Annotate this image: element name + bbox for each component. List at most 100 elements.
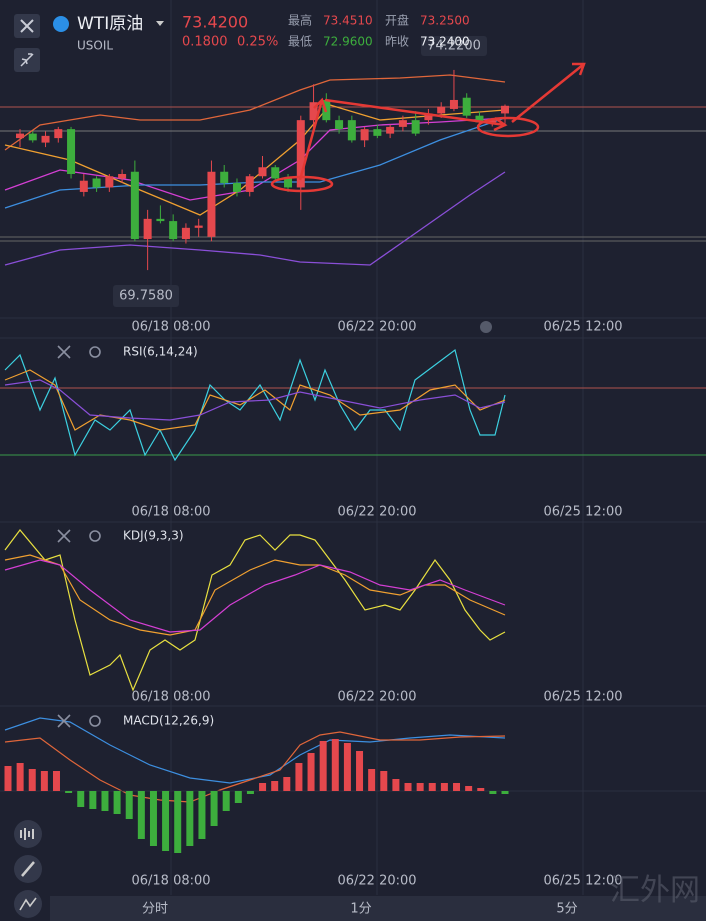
macd-bar (234, 791, 242, 803)
time-label: 06/22 20:00 (337, 690, 416, 705)
time-label: 06/18 08:00 (131, 690, 210, 705)
price: 73.4200 (182, 13, 248, 32)
close-icon (20, 19, 34, 33)
candle-body (130, 171, 139, 240)
change-pct: 0.25% (237, 35, 278, 50)
indicator-title: RSI(6,14,24) (123, 345, 198, 359)
stat-label: 最低 (288, 35, 312, 49)
stat-value: 73.2400 (420, 35, 470, 49)
toolbar (50, 896, 706, 921)
candle-body (335, 120, 344, 130)
macd-bar (149, 791, 157, 846)
macd-bar (343, 743, 351, 791)
candle-body (437, 106, 446, 114)
time-label: 06/25 12:00 (543, 320, 622, 335)
time-label: 06/25 12:00 (543, 505, 622, 520)
rsi-lines (4, 348, 506, 462)
high-marker: 74.2200 (427, 39, 481, 54)
macd-bar (453, 783, 461, 791)
macd-bar (416, 783, 424, 791)
panel-icons (57, 345, 101, 728)
stat-value: 72.9600 (323, 35, 373, 49)
candle-body (169, 221, 178, 240)
code: USOIL (77, 39, 113, 53)
macd-bar (404, 783, 412, 791)
macd-bar (501, 791, 509, 794)
candle-body (296, 120, 305, 188)
time-labels: 06/18 08:00 06/22 20:00 06/25 12:00 06/18 0… (131, 320, 622, 889)
candle-body (194, 225, 203, 228)
macd-bar (52, 771, 60, 791)
candle-body (411, 120, 420, 134)
tab[interactable]: 分时 (142, 902, 168, 917)
candle-body (449, 99, 458, 109)
macd-bar (222, 791, 230, 811)
macd-bar (89, 791, 97, 809)
macd-bar (489, 791, 497, 794)
macd-bar (210, 791, 218, 826)
candle-body (232, 182, 241, 192)
macd-bar (331, 739, 339, 791)
candle-body (118, 173, 127, 179)
shrink-icon (20, 53, 34, 67)
candles (16, 69, 509, 271)
time-label: 06/22 20:00 (337, 320, 416, 335)
macd-bar (307, 753, 315, 791)
candle-body (309, 102, 318, 121)
candle-body (54, 129, 63, 139)
candle-body (271, 167, 280, 179)
tab[interactable]: 1分 (350, 902, 371, 917)
macd-bar (356, 751, 364, 791)
low-marker: 69.7580 (119, 289, 173, 304)
high-marker-box (421, 36, 487, 56)
candle-body (424, 113, 433, 121)
candle-body (462, 97, 471, 116)
macd-bar (477, 788, 485, 791)
dropdown[interactable] (156, 21, 164, 26)
tab[interactable]: 5分 (556, 902, 577, 917)
macd-bar (198, 791, 206, 839)
scroll-dot[interactable] (480, 321, 492, 333)
time-label: 06/18 08:00 (131, 874, 210, 889)
macd-bar (162, 791, 170, 851)
change: 0.1800 (182, 35, 228, 50)
annotations (270, 62, 586, 193)
macd-bar (186, 791, 194, 846)
candle-body (79, 180, 88, 192)
macd-bar (295, 763, 303, 791)
macd-bar (137, 791, 145, 839)
main-indicators (4, 74, 506, 266)
symbol[interactable]: WTI原油 (77, 14, 143, 34)
stat-label: 最高 (288, 13, 312, 28)
indicator-title: MACD(12,26,9) (123, 714, 214, 728)
time-label: 06/25 12:00 (543, 874, 622, 889)
macd-bar (246, 791, 254, 794)
macd-bar (440, 783, 448, 791)
candle-body (156, 218, 165, 222)
watermark: 汇外网 (610, 873, 700, 908)
candle-body (284, 178, 293, 188)
time-label: 06/18 08:00 (131, 320, 210, 335)
macd-bar (283, 777, 291, 791)
macd-bar (4, 766, 12, 791)
low-marker-box (113, 285, 179, 307)
candle-body (28, 133, 37, 141)
macd-bar (77, 791, 85, 807)
kdj-lines (4, 529, 506, 692)
macd-bar (101, 791, 109, 811)
macd-histogram (4, 739, 509, 853)
candle-body (258, 167, 267, 177)
macd-bar (28, 769, 36, 791)
macd-bar (368, 769, 376, 791)
macd-bar (16, 763, 24, 791)
macd-bar (259, 783, 267, 791)
time-label: 06/18 08:00 (131, 505, 210, 520)
macd-bar (319, 741, 327, 791)
candle-body (373, 129, 382, 136)
macd-bar (40, 771, 48, 791)
macd-bar (428, 783, 436, 791)
stats: 最高 73.4510 开盘 73.2500 最低 72.9600 昨收 73.2… (288, 13, 470, 49)
stat-label: 昨收 (385, 35, 409, 49)
